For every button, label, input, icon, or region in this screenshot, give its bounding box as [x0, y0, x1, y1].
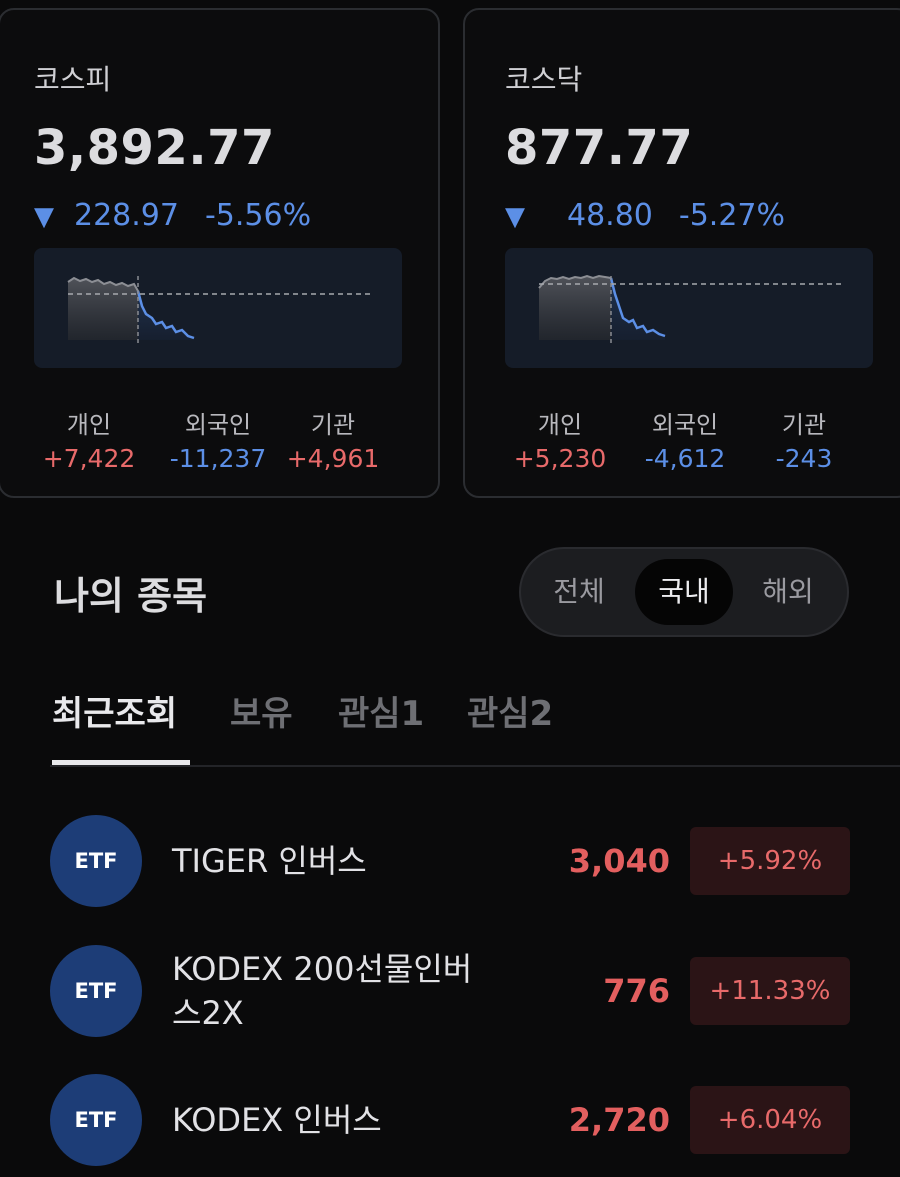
index-value: 877.77 — [505, 120, 694, 176]
stock-price: 3,040 — [568, 842, 670, 880]
flow-label: 기관 — [310, 411, 356, 439]
flow-value: +7,422 — [42, 444, 136, 473]
flow-label: 기관 — [781, 411, 827, 439]
investor-flows: 개인 +5,230 외국인 -4,612 기관 -243 — [505, 405, 845, 475]
flow-value: +4,961 — [286, 444, 380, 473]
stock-row[interactable]: ETF TIGER 인버스 3,040 +5.92% — [50, 806, 850, 916]
index-change: ▼ 228.97 -5.56% — [34, 198, 311, 233]
flow-value: -11,237 — [169, 444, 267, 473]
active-tab-indicator — [52, 760, 190, 765]
index-value: 3,892.77 — [34, 120, 275, 176]
tabs-divider — [50, 765, 900, 767]
index-change-points: 228.97 — [74, 198, 179, 233]
change-percent-badge: +5.92% — [690, 827, 850, 895]
flow-individual: 개인 +5,230 — [505, 405, 615, 473]
index-change-percent: -5.27% — [678, 198, 786, 233]
investor-flows: 개인 +7,422 외국인 -11,237 기관 +4,961 — [34, 405, 380, 475]
intraday-sparkline — [505, 248, 873, 368]
stock-name: KODEX 200선물인버스2X — [172, 950, 473, 1032]
filter-domestic[interactable]: 국내 — [635, 559, 733, 625]
tab-watchlist-1[interactable]: 관심1 — [338, 694, 425, 734]
flow-individual: 개인 +7,422 — [34, 405, 144, 473]
stock-name: TIGER 인버스 — [172, 842, 367, 880]
my-stocks-title: 나의 종목 — [54, 574, 208, 618]
filter-all[interactable]: 전체 — [553, 575, 605, 608]
stock-row[interactable]: ETF KODEX 인버스 2,720 +6.04% — [50, 1065, 850, 1175]
flow-institution: 기관 -243 — [749, 405, 859, 473]
stock-name: KODEX 인버스 — [172, 1101, 382, 1139]
down-arrow-icon: ▼ — [34, 202, 54, 232]
flow-value: +5,230 — [513, 444, 607, 473]
kosdaq-index-card[interactable]: 코스닥 877.77 ▼ 48.80 -5.27% — [463, 8, 900, 498]
etf-badge: ETF — [50, 945, 142, 1037]
intraday-sparkline — [34, 248, 402, 368]
tab-recent[interactable]: 최근조회 — [52, 694, 178, 734]
change-percent-badge: +11.33% — [690, 957, 850, 1025]
down-arrow-icon: ▼ — [505, 202, 525, 232]
flow-foreign: 외국인 -4,612 — [625, 405, 745, 473]
flow-value: -243 — [775, 444, 833, 473]
index-change-percent: -5.56% — [204, 198, 312, 233]
stock-row[interactable]: ETF KODEX 200선물인버스2X 776 +11.33% — [50, 936, 850, 1046]
kospi-index-card[interactable]: 코스피 3,892.77 ▼ 228.97 -5.56% — [0, 8, 440, 498]
index-name: 코스피 — [34, 63, 112, 96]
etf-badge: ETF — [50, 1074, 142, 1166]
tab-watchlist-2[interactable]: 관심2 — [467, 694, 554, 734]
flow-foreign: 외국인 -11,237 — [158, 405, 278, 473]
flow-label: 개인 — [537, 411, 583, 439]
tab-holdings[interactable]: 보유 — [230, 694, 293, 734]
change-percent-badge: +6.04% — [690, 1086, 850, 1154]
stock-price: 2,720 — [568, 1101, 670, 1139]
flow-label: 개인 — [66, 411, 112, 439]
filter-overseas[interactable]: 해외 — [762, 575, 814, 608]
flow-label: 외국인 — [184, 411, 252, 439]
index-name: 코스닥 — [505, 63, 583, 96]
index-change: ▼ 48.80 -5.27% — [505, 198, 785, 233]
market-filter-toggle: 전체 국내 해외 — [519, 547, 849, 637]
stock-price: 776 — [603, 972, 670, 1010]
etf-badge: ETF — [50, 815, 142, 907]
flow-label: 외국인 — [651, 411, 719, 439]
stock-list-tabs: 최근조회 보유 관심1 관심2 — [52, 680, 900, 768]
index-change-points: 48.80 — [567, 198, 653, 233]
flow-value: -4,612 — [644, 444, 726, 473]
flow-institution: 기관 +4,961 — [278, 405, 388, 473]
